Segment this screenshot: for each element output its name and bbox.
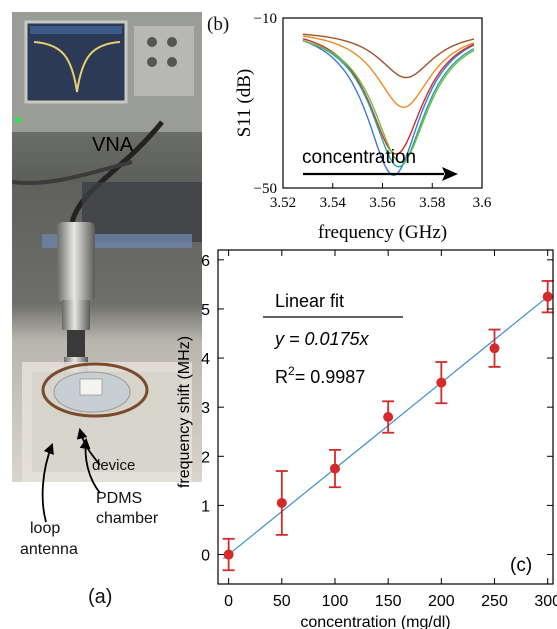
x-tick-label: 250 [481, 593, 508, 610]
data-point-group [328, 449, 341, 489]
concentration-annotation: concentration [302, 147, 416, 168]
fit-legend: Linear fit y = 0.0175x R2= 0.9987 [263, 291, 403, 387]
device-arrow [76, 427, 101, 466]
x-tick-label: 3.58 [419, 195, 445, 211]
x-tick-label: 3.56 [369, 195, 396, 211]
r2-prefix: R [275, 367, 288, 387]
data-point [489, 343, 500, 354]
data-point-group [222, 537, 235, 572]
y-tick-label: 4 [201, 351, 210, 368]
s11-series-5 [302, 33, 475, 79]
y-tick-label: 5 [201, 302, 210, 319]
data-point [329, 463, 340, 474]
s11-series-1 [302, 38, 475, 155]
pdms-label-line2: chamber [96, 510, 159, 527]
concentration-arrow-head [442, 167, 458, 181]
legend-r-squared: R2= 0.9987 [275, 364, 365, 387]
data-point [223, 549, 234, 560]
pdms-label-line1: PDMS [96, 490, 143, 507]
loop-label-line1: loop [30, 520, 61, 537]
y-tick-label: 1 [201, 498, 210, 515]
y-tick-label: 3 [201, 400, 210, 417]
y-tick-label: 6 [201, 253, 210, 270]
legend-equation: y = 0.0175x [273, 329, 370, 349]
data-point-group [488, 328, 501, 368]
data-point-group [382, 400, 395, 434]
panel-a-label: (a) [88, 586, 113, 608]
s11-series-0 [302, 40, 475, 176]
x-tick-label: 150 [375, 593, 402, 610]
x-tick-label: 3.6 [473, 195, 492, 211]
data-point-group [541, 280, 554, 314]
x-axis-label: concentration (mg/dl) [300, 614, 450, 629]
legend-title: Linear fit [275, 291, 344, 311]
loop-arrow [41, 442, 54, 523]
r2-value: = 0.9987 [295, 367, 366, 387]
setup-photo-drawing [12, 12, 202, 482]
setup-photo [12, 12, 202, 482]
s11-series-3 [302, 40, 475, 164]
y-tick-label: 2 [201, 449, 210, 466]
s11-series-2 [302, 40, 475, 168]
s11-series-4 [302, 35, 475, 108]
x-tick-label: 3.54 [320, 195, 347, 211]
panel-b-label: (b) [207, 14, 230, 35]
y-tick-label: 0 [201, 548, 210, 565]
plot-frame [217, 249, 554, 585]
s11-chart: 3.52 3.54 3.56 3.58 3.6 −10 −50 frequency (GHz)… [234, 11, 492, 243]
plot-area [302, 33, 475, 176]
loop-label-line2: antenna [20, 541, 78, 558]
data-point-group [275, 470, 288, 536]
y-axis-label: frequency shift (MHz) [176, 336, 193, 488]
vna-label: VNA [92, 134, 134, 156]
frequency-shift-chart: 0 50 100 150 200 250 300 0 1 2 3 4 5 6 concentration (… [176, 249, 557, 629]
panel-c-label: (c) [510, 555, 532, 576]
pdms-arrow [79, 437, 101, 494]
device-label: device [92, 457, 136, 474]
data-point [542, 291, 553, 302]
y-tick-label: −50 [254, 181, 277, 197]
x-tick-label: 3.52 [270, 195, 296, 211]
data-point-group [435, 361, 448, 405]
x-tick-label: 100 [322, 593, 349, 610]
data-point [436, 377, 447, 388]
y-tick-label: −10 [254, 11, 277, 27]
x-tick-label: 0 [224, 593, 233, 610]
y-axis-label: S11 (dB) [234, 69, 255, 137]
x-tick-label: 300 [534, 593, 557, 610]
x-axis-label: frequency (GHz) [318, 222, 447, 243]
data-point [276, 497, 287, 508]
linear-fit-line [222, 294, 551, 560]
x-tick-label: 50 [273, 593, 291, 610]
data-point [383, 412, 394, 422]
r2-superscript: 2 [288, 364, 295, 378]
x-tick-label: 200 [428, 593, 455, 610]
